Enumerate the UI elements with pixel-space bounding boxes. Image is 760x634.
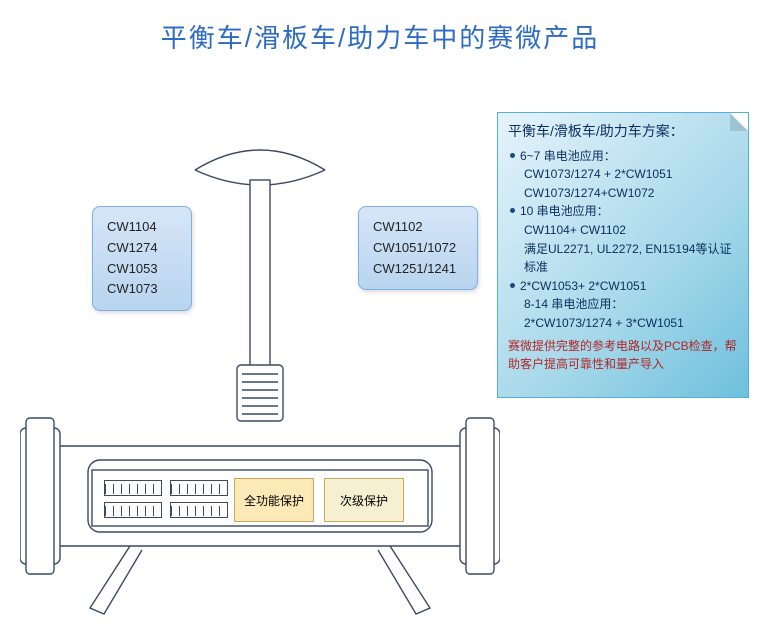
battery-cell — [170, 502, 228, 518]
protect-secondary-box: 次级保护 — [324, 478, 404, 522]
battery-cell — [170, 480, 228, 496]
solution-line: 8-14 串电池应用： — [508, 295, 742, 314]
protect-full-box: 全功能保护 — [234, 478, 314, 522]
solution-bullet: 2*CW1053+ 2*CW1051 — [508, 277, 742, 296]
solution-panel: 平衡车/滑板车/助力车方案： 6~7 串电池应用： CW1073/1274 + … — [497, 112, 749, 398]
solution-line: 2*CW1073/1274 + 3*CW1051 — [508, 314, 742, 333]
solution-line: CW1073/1274+CW1072 — [508, 184, 742, 203]
solution-bullet: 6~7 串电池应用： — [508, 147, 742, 166]
solution-footnote: 赛微提供完整的参考电路以及PCB检查，帮助客户提高可靠性和量产导入 — [508, 337, 742, 374]
page-title: 平衡车/滑板车/助力车中的赛微产品 — [0, 18, 760, 55]
solution-title: 平衡车/滑板车/助力车方案： — [508, 121, 742, 143]
solution-line: CW1104+ CW1102 — [508, 221, 742, 240]
solution-line: 满足UL2271, UL2272, EN15194等认证标准 — [508, 240, 742, 277]
solution-bullet: 10 串电池应用： — [508, 202, 742, 221]
battery-cell — [104, 502, 162, 518]
vehicle-svg — [20, 130, 500, 620]
solution-line: CW1073/1274 + 2*CW1051 — [508, 165, 742, 184]
battery-cell — [104, 480, 162, 496]
vehicle-illustration — [20, 130, 500, 620]
